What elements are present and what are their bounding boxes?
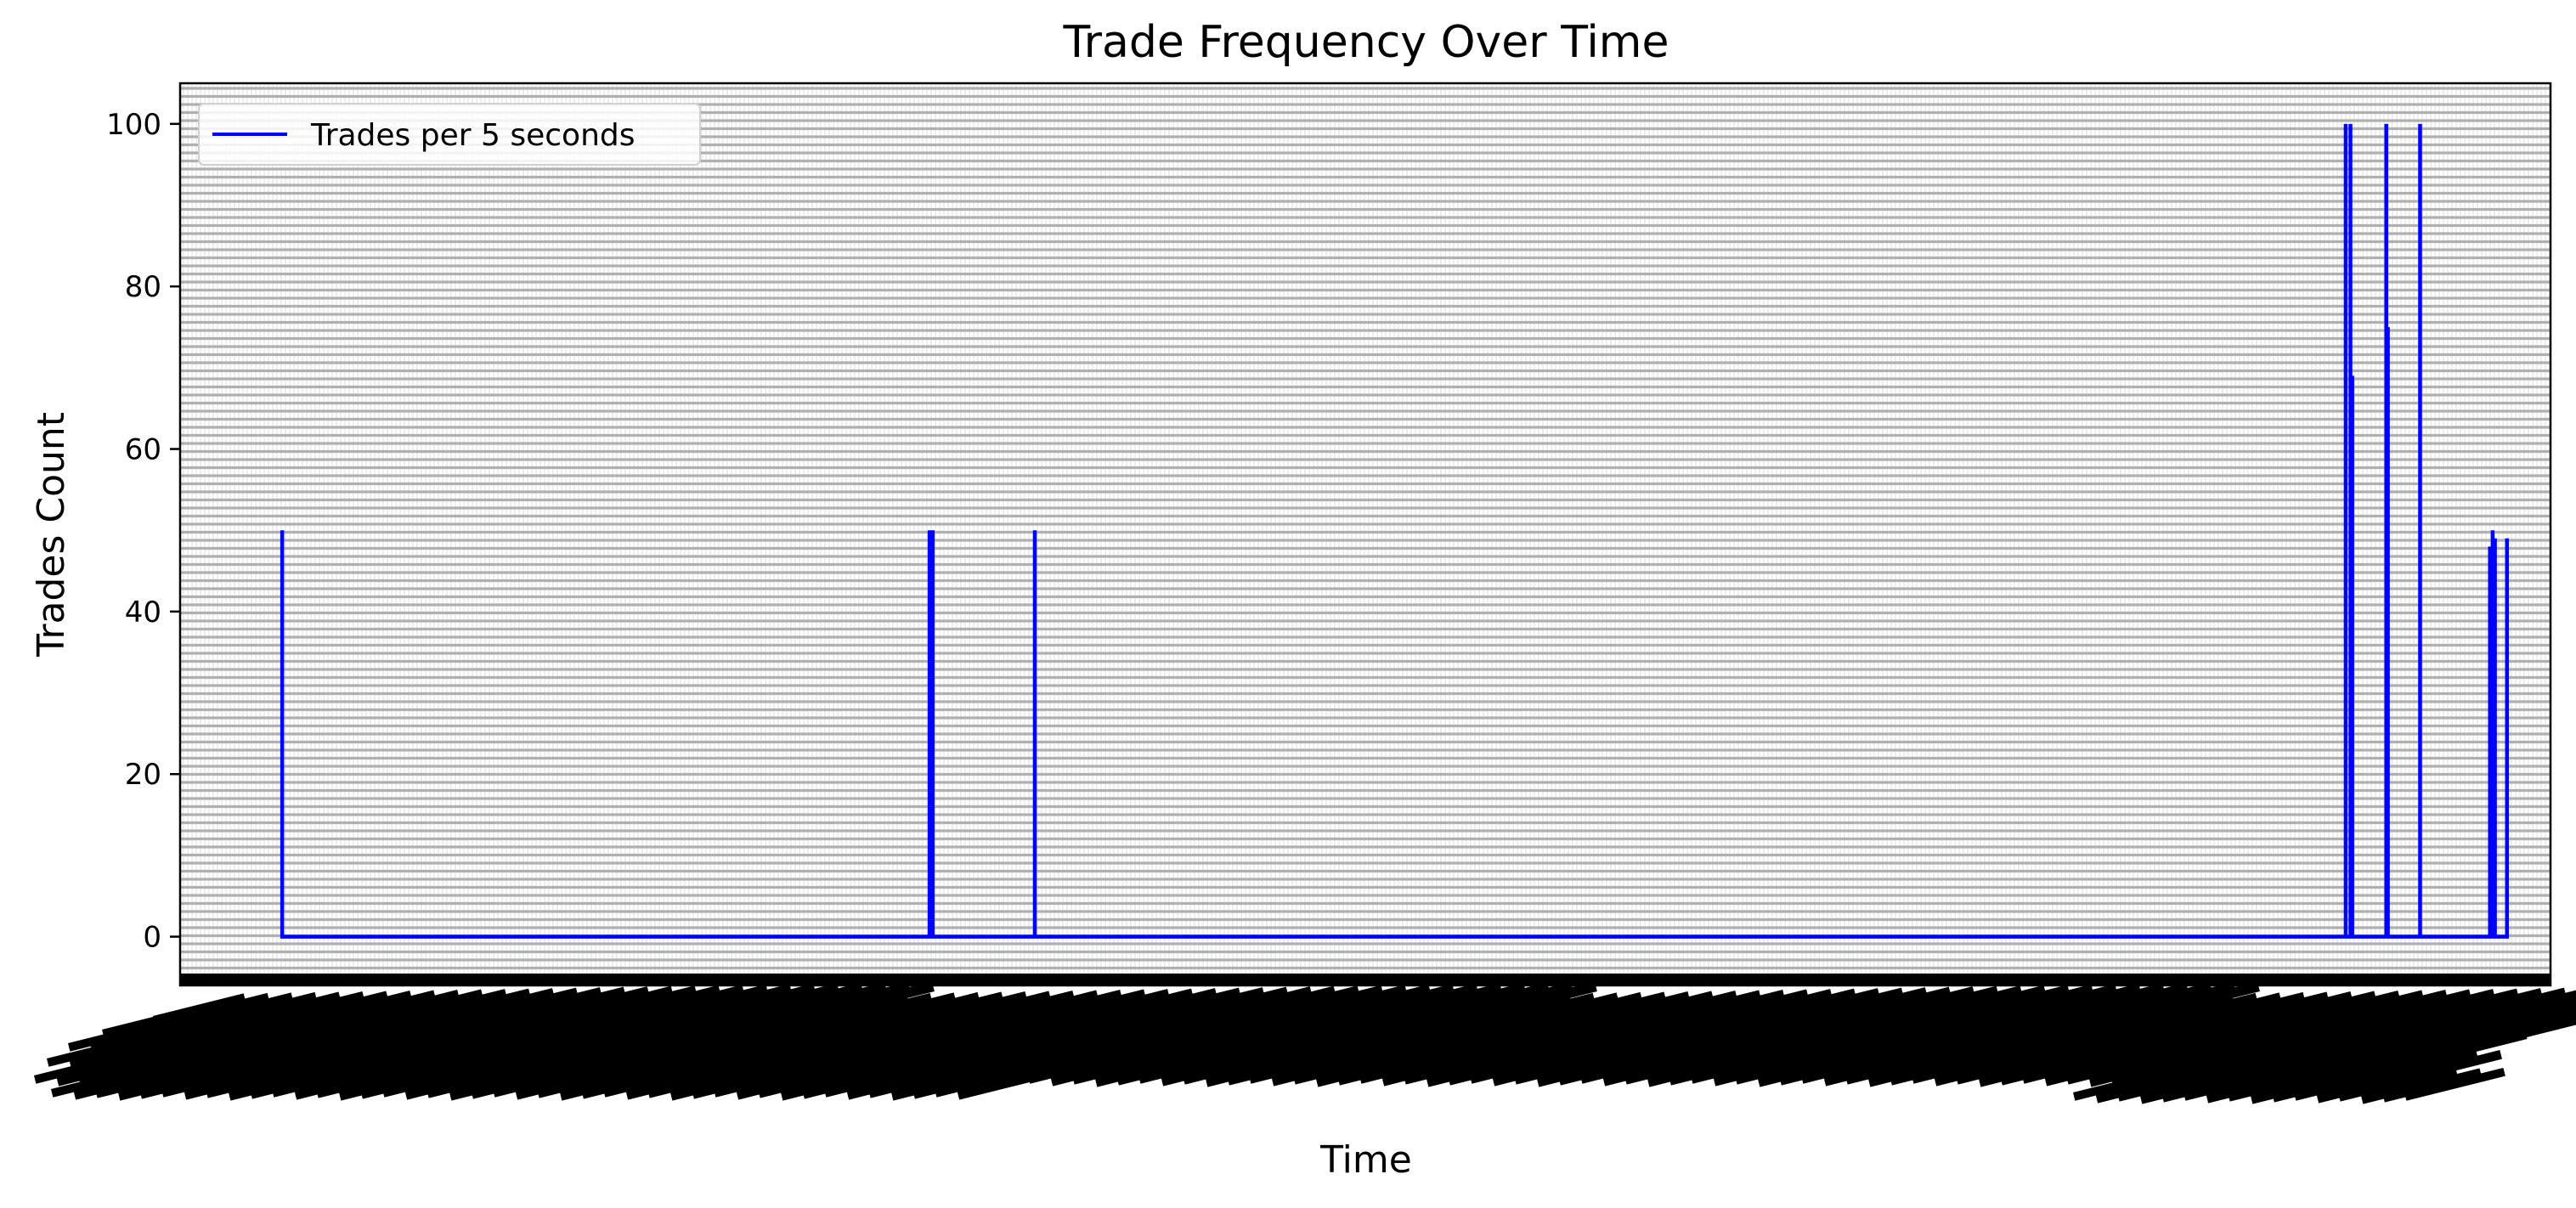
legend-box bbox=[198, 103, 701, 166]
y-tick-label: 60 bbox=[125, 433, 161, 467]
x-tick-labels bbox=[33, 974, 2576, 1104]
y-tick-label: 40 bbox=[125, 596, 161, 629]
y-tick-label: 100 bbox=[106, 108, 161, 142]
y-tick-label: 20 bbox=[125, 758, 161, 792]
x-tick-label bbox=[957, 1062, 1069, 1100]
plot-frame bbox=[178, 82, 2552, 987]
grid-lines bbox=[180, 83, 2551, 986]
plot-area bbox=[33, 82, 2576, 1104]
series-layer bbox=[280, 123, 2509, 939]
x-axis-label: Time bbox=[1319, 1138, 1412, 1182]
y-tick-label: 80 bbox=[125, 270, 161, 304]
chart-title: Trade Frequency Over Time bbox=[1063, 17, 1669, 68]
x-tick-marks bbox=[180, 974, 2551, 985]
x-tick-label bbox=[2404, 1067, 2505, 1101]
y-tick-label: 0 bbox=[143, 921, 161, 955]
legend-label: Trades per 5 seconds bbox=[310, 118, 636, 153]
y-axis: 0 20 40 60 80 100 bbox=[106, 108, 180, 955]
y-axis-label: Trades Count bbox=[30, 412, 73, 658]
legend: Trades per 5 seconds bbox=[198, 103, 701, 166]
